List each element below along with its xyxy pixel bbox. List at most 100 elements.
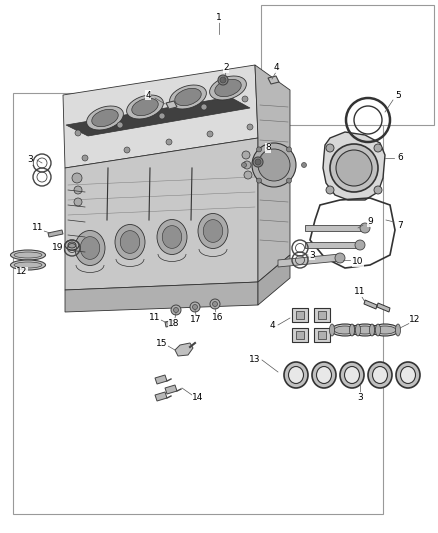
Ellipse shape <box>65 240 79 250</box>
Bar <box>292 308 308 322</box>
Circle shape <box>171 305 181 315</box>
Polygon shape <box>377 303 390 312</box>
Ellipse shape <box>284 362 308 388</box>
Polygon shape <box>65 138 258 290</box>
Ellipse shape <box>400 367 416 384</box>
Ellipse shape <box>396 362 420 388</box>
Circle shape <box>258 149 290 181</box>
Ellipse shape <box>11 260 46 270</box>
Text: 16: 16 <box>212 312 224 321</box>
Text: 10: 10 <box>352 257 364 266</box>
Ellipse shape <box>331 324 359 336</box>
Ellipse shape <box>92 109 118 127</box>
Ellipse shape <box>203 220 223 243</box>
Circle shape <box>374 186 382 194</box>
Text: 7: 7 <box>397 221 403 230</box>
Text: 18: 18 <box>168 319 180 327</box>
Bar <box>318 311 326 319</box>
Circle shape <box>243 161 251 169</box>
Circle shape <box>220 77 226 83</box>
Bar <box>314 328 330 342</box>
Bar <box>296 311 304 319</box>
Circle shape <box>242 96 248 102</box>
Text: 8: 8 <box>265 143 271 152</box>
Ellipse shape <box>115 224 145 260</box>
Circle shape <box>117 122 123 128</box>
Polygon shape <box>66 97 250 136</box>
Text: 12: 12 <box>410 316 420 325</box>
Ellipse shape <box>374 326 396 334</box>
Circle shape <box>257 147 261 152</box>
Circle shape <box>253 157 263 167</box>
Ellipse shape <box>312 362 336 388</box>
Ellipse shape <box>14 262 42 268</box>
Polygon shape <box>305 225 365 231</box>
Text: 15: 15 <box>156 338 168 348</box>
Circle shape <box>207 131 213 137</box>
Ellipse shape <box>132 99 158 116</box>
Circle shape <box>72 173 82 183</box>
Ellipse shape <box>289 367 304 384</box>
Polygon shape <box>258 255 290 305</box>
Bar <box>261 5 434 125</box>
Ellipse shape <box>170 85 206 109</box>
Text: 5: 5 <box>395 91 401 100</box>
Ellipse shape <box>14 252 42 258</box>
Circle shape <box>255 159 261 165</box>
Ellipse shape <box>87 106 124 130</box>
Ellipse shape <box>329 324 335 336</box>
Bar <box>318 331 326 339</box>
Text: 13: 13 <box>249 356 261 365</box>
Text: 17: 17 <box>190 316 202 325</box>
Ellipse shape <box>120 231 140 253</box>
Ellipse shape <box>371 324 399 336</box>
Ellipse shape <box>368 362 392 388</box>
Text: 9: 9 <box>367 217 373 227</box>
Polygon shape <box>63 65 258 168</box>
Text: 2: 2 <box>223 63 229 72</box>
Circle shape <box>301 163 307 167</box>
Polygon shape <box>175 343 193 356</box>
Text: 12: 12 <box>16 268 28 277</box>
Polygon shape <box>165 385 177 394</box>
Circle shape <box>286 178 292 183</box>
Circle shape <box>360 223 370 233</box>
Circle shape <box>335 253 345 263</box>
Polygon shape <box>305 242 360 248</box>
Text: 1: 1 <box>216 13 222 22</box>
Ellipse shape <box>396 324 400 336</box>
Circle shape <box>286 147 292 152</box>
Circle shape <box>326 144 334 152</box>
Polygon shape <box>155 392 167 401</box>
Polygon shape <box>155 375 167 384</box>
Ellipse shape <box>354 326 376 334</box>
Circle shape <box>330 144 378 192</box>
Text: 11: 11 <box>149 312 161 321</box>
Text: 4: 4 <box>145 91 151 100</box>
Text: 4: 4 <box>269 320 275 329</box>
Polygon shape <box>364 300 377 309</box>
Circle shape <box>75 130 81 136</box>
Ellipse shape <box>350 324 354 336</box>
Ellipse shape <box>356 324 360 336</box>
Circle shape <box>201 104 207 110</box>
Circle shape <box>257 178 261 183</box>
Bar <box>296 331 304 339</box>
Ellipse shape <box>317 367 332 384</box>
Ellipse shape <box>198 214 228 248</box>
Ellipse shape <box>175 88 201 106</box>
Text: 14: 14 <box>192 393 204 402</box>
Circle shape <box>192 304 198 310</box>
Ellipse shape <box>375 324 381 336</box>
Circle shape <box>74 198 82 206</box>
Ellipse shape <box>334 326 356 334</box>
Circle shape <box>159 113 165 119</box>
Circle shape <box>241 163 247 167</box>
Circle shape <box>242 151 250 159</box>
Circle shape <box>252 143 296 187</box>
Circle shape <box>218 75 228 85</box>
Ellipse shape <box>75 230 105 265</box>
Circle shape <box>166 139 172 145</box>
Polygon shape <box>255 65 290 282</box>
Text: 11: 11 <box>32 223 44 232</box>
